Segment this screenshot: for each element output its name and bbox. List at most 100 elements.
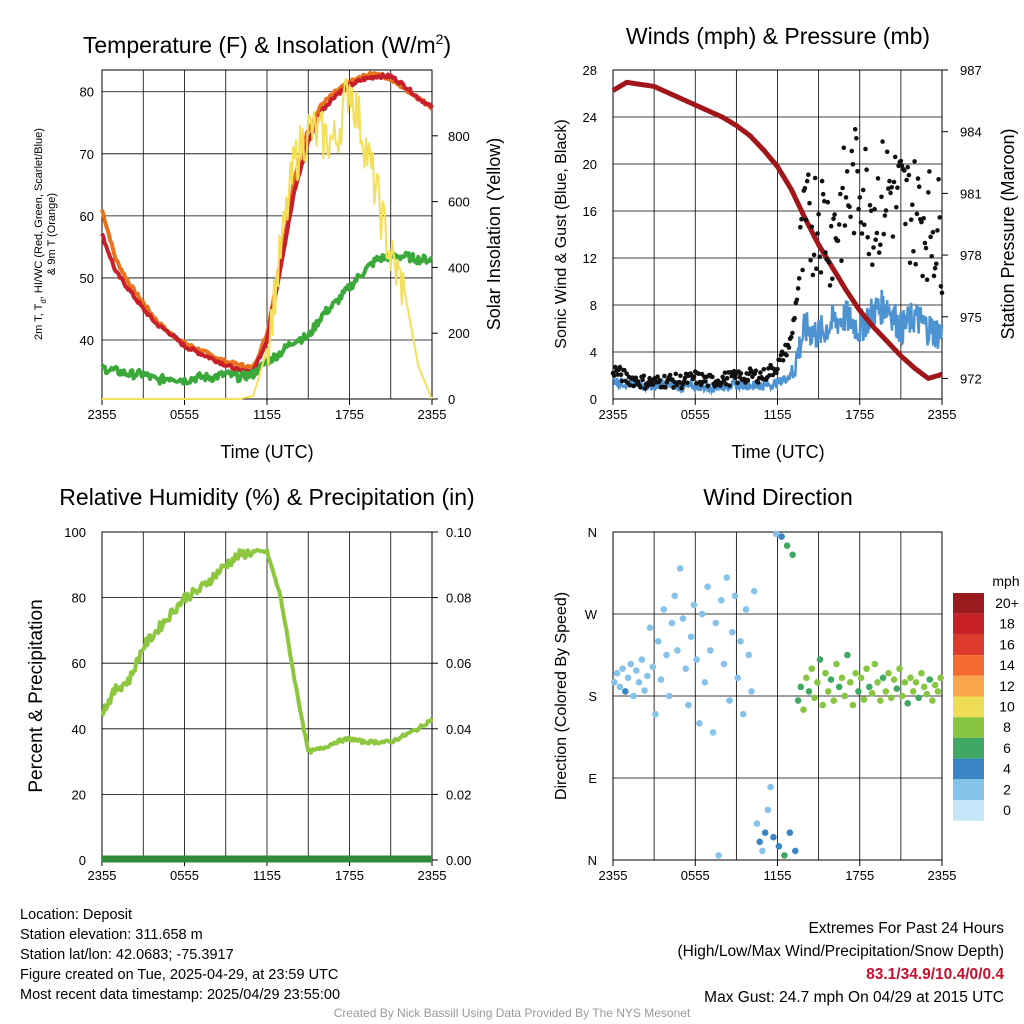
gust-point xyxy=(815,231,820,236)
direction-point xyxy=(756,838,763,846)
gust-point xyxy=(884,149,890,155)
gust-point xyxy=(908,217,914,222)
y-tick-label: 12 xyxy=(583,251,597,266)
gust-point xyxy=(645,383,650,389)
gust-point xyxy=(852,127,858,132)
direction-point xyxy=(846,679,854,686)
direction-point xyxy=(855,688,862,695)
gust-point xyxy=(854,136,859,141)
gust-point xyxy=(617,364,623,370)
y2-tick-label: 0.08 xyxy=(446,591,471,606)
direction-point xyxy=(663,651,670,659)
legend-swatch xyxy=(953,634,984,656)
gust-point xyxy=(755,380,761,385)
gust-point xyxy=(913,261,918,267)
direction-point xyxy=(748,688,755,695)
y2-tick-label: 200 xyxy=(448,326,470,341)
y-tick-label: 70 xyxy=(80,147,94,162)
gust-point xyxy=(808,258,813,263)
y2-tick-label: 981 xyxy=(960,186,982,201)
gust-point xyxy=(894,204,899,210)
gust-point xyxy=(842,223,848,228)
gust-point xyxy=(850,162,856,167)
y-tick-label: 100 xyxy=(64,525,86,540)
direction-point xyxy=(693,656,700,663)
credit-text: Created By Nick Bassill Using Data Provi… xyxy=(333,1006,691,1020)
direction-point xyxy=(890,676,898,683)
direction-point xyxy=(759,847,766,855)
direction-point xyxy=(644,672,651,680)
gust-point xyxy=(907,260,913,266)
gust-point xyxy=(841,145,847,151)
gust-point xyxy=(795,286,801,291)
gust-point xyxy=(775,366,780,372)
series-line-humidity xyxy=(100,548,434,755)
gust-point xyxy=(777,357,783,363)
legend-label: 6 xyxy=(1003,740,1011,756)
direction-point xyxy=(641,687,648,694)
gust-point xyxy=(619,378,625,384)
x-axis-label: Time (UTC) xyxy=(731,442,824,462)
y2-tick-label: 600 xyxy=(448,195,470,210)
direction-point xyxy=(624,674,632,682)
direction-point xyxy=(781,852,788,859)
x-tick-label: 1155 xyxy=(253,868,281,883)
gust-point xyxy=(722,370,728,376)
direction-point xyxy=(668,619,676,627)
direction-point xyxy=(929,697,936,704)
x-tick-label: 1755 xyxy=(845,407,874,422)
gust-point xyxy=(792,315,797,321)
direction-point xyxy=(654,638,662,645)
y-tick-label: 40 xyxy=(72,722,86,737)
gust-point xyxy=(889,185,894,190)
direction-point xyxy=(814,679,821,686)
y2-tick-label: 400 xyxy=(448,260,470,275)
gust-point xyxy=(860,187,866,193)
direction-point xyxy=(811,694,818,702)
y2-tick-label: 972 xyxy=(960,371,982,386)
gust-point xyxy=(788,334,794,340)
gust-point xyxy=(811,252,817,258)
x-tick-label: 2355 xyxy=(88,407,117,422)
chart-title: Relative Humidity (%) & Precipitation (i… xyxy=(59,484,474,510)
y-tick-label: 60 xyxy=(72,656,86,671)
gust-point xyxy=(618,372,624,378)
gust-point xyxy=(662,373,667,379)
x-tick-label: 1155 xyxy=(764,407,792,422)
gust-point xyxy=(673,371,679,377)
x-tick-label: 0555 xyxy=(681,407,710,422)
direction-point xyxy=(819,701,826,709)
direction-point xyxy=(882,688,890,695)
gust-point xyxy=(888,190,893,196)
gust-point xyxy=(798,224,803,230)
legend-title: mph xyxy=(992,573,1019,589)
gust-point xyxy=(844,169,850,174)
gust-point xyxy=(838,191,843,197)
gust-point xyxy=(640,377,645,383)
gust-point xyxy=(641,373,647,379)
direction-point xyxy=(901,679,909,686)
direction-point xyxy=(937,674,944,682)
direction-point xyxy=(720,660,728,668)
gust-point xyxy=(875,176,881,181)
direction-point xyxy=(698,610,706,618)
gust-point xyxy=(898,158,904,164)
x-tick-label: 2355 xyxy=(88,868,117,883)
y-tick-label: W xyxy=(585,607,598,622)
x-tick-label: 1755 xyxy=(335,868,364,883)
direction-point xyxy=(734,674,741,682)
direction-point xyxy=(893,685,901,692)
gust-point xyxy=(819,178,825,184)
gust-point xyxy=(876,250,882,255)
gust-point xyxy=(766,366,771,371)
gust-point xyxy=(796,276,802,281)
gust-point xyxy=(825,199,831,205)
gust-point xyxy=(803,217,809,223)
direction-point xyxy=(745,651,752,659)
direction-point xyxy=(841,692,848,700)
y-tick-label: 50 xyxy=(80,271,94,286)
direction-point xyxy=(652,710,659,718)
gust-point xyxy=(883,208,889,213)
direction-point xyxy=(737,638,744,645)
gust-point xyxy=(696,371,701,377)
